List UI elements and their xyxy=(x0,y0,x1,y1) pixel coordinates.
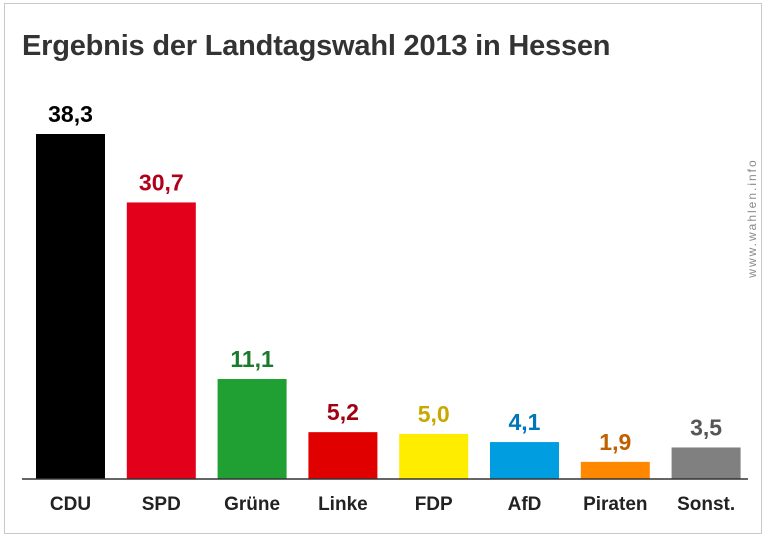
value-label-cdu: 38,3 xyxy=(48,101,93,127)
bar-cdu xyxy=(36,134,105,479)
category-label-grne: Grüne xyxy=(224,494,280,515)
bar-spd xyxy=(126,202,196,479)
bar-piraten xyxy=(580,461,650,479)
bar-grne xyxy=(217,379,287,479)
value-label-fdp: 5,0 xyxy=(418,401,450,427)
category-label-fdp: FDP xyxy=(415,494,453,515)
value-label-piraten: 1,9 xyxy=(599,429,631,455)
bar-afd xyxy=(490,442,559,479)
bar-fdp xyxy=(399,433,469,479)
category-label-piraten: Piraten xyxy=(583,494,647,515)
category-label-cdu: CDU xyxy=(50,494,91,515)
chart-title: Ergebnis der Landtagswahl 2013 in Hessen xyxy=(22,30,611,62)
value-label-sonst: 3,5 xyxy=(690,414,722,440)
value-label-afd: 4,1 xyxy=(509,409,541,435)
category-label-sonst: Sonst. xyxy=(677,494,735,515)
category-label-afd: AfD xyxy=(508,494,542,515)
bar-sonst xyxy=(671,447,741,479)
value-label-linke: 5,2 xyxy=(327,399,359,425)
value-label-spd: 30,7 xyxy=(139,169,184,195)
value-label-grne: 11,1 xyxy=(230,346,274,372)
category-label-spd: SPD xyxy=(142,494,181,515)
category-label-linke: Linke xyxy=(318,494,368,515)
bar-linke xyxy=(308,432,378,479)
